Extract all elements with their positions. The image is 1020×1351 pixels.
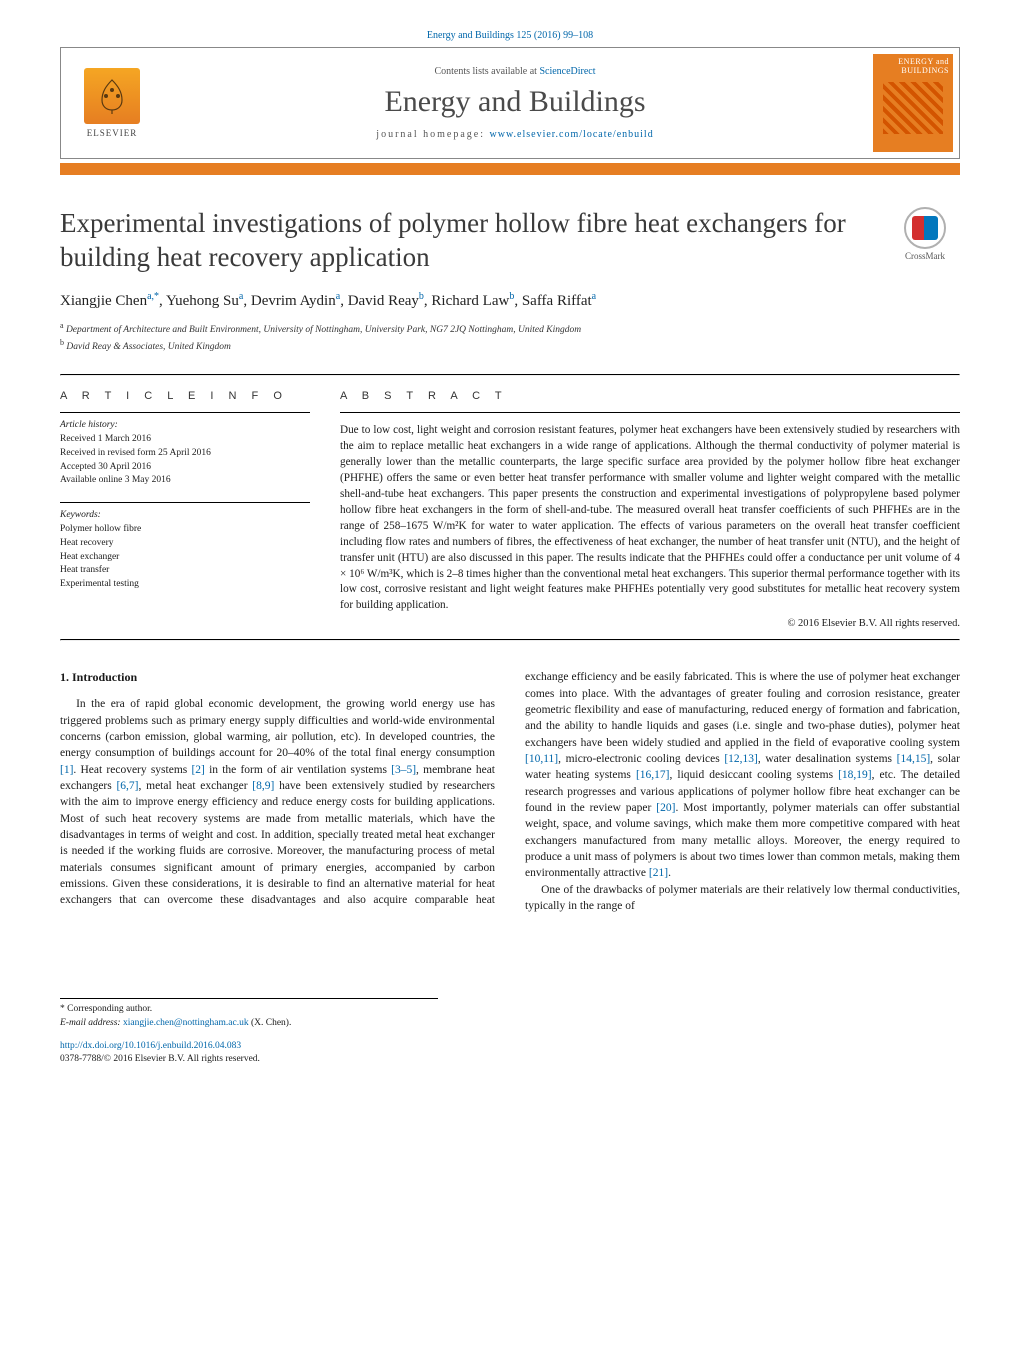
ref-12-13[interactable]: [12,13] — [724, 753, 758, 765]
header-box: ELSEVIER Contents lists available at Sci… — [60, 47, 960, 159]
affiliations: a Department of Architecture and Built E… — [60, 320, 960, 355]
history-label: Article history: — [60, 419, 310, 433]
homepage-link[interactable]: www.elsevier.com/locate/enbuild — [490, 129, 654, 140]
t: , liquid desiccant cooling systems — [669, 769, 838, 781]
sciencedirect-link[interactable]: ScienceDirect — [539, 66, 595, 77]
history-revised: Received in revised form 25 April 2016 — [60, 447, 310, 461]
affiliation-a-text: Department of Architecture and Built Env… — [66, 325, 581, 335]
article-history: Article history: Received 1 March 2016 R… — [60, 412, 310, 488]
ref-3-5[interactable]: [3–5] — [391, 764, 416, 776]
ref-8-9[interactable]: [8,9] — [252, 780, 274, 792]
citation-link[interactable]: Energy and Buildings 125 (2016) 99–108 — [427, 30, 593, 41]
issn-line: 0378-7788/© 2016 Elsevier B.V. All right… — [60, 1054, 260, 1064]
abstract-heading: A B S T R A C T — [340, 390, 960, 402]
elsevier-tree-icon — [84, 68, 140, 124]
intro-p3: One of the drawbacks of polymer material… — [525, 882, 960, 915]
journal-cover: ENERGY and BUILDINGS — [873, 54, 953, 152]
publisher-logo: ELSEVIER — [61, 48, 163, 158]
t: In the era of rapid global economic deve… — [60, 698, 495, 759]
header-citation: Energy and Buildings 125 (2016) 99–108 — [60, 30, 960, 41]
homepage-prefix: journal homepage: — [376, 129, 489, 140]
t: , metal heat exchanger — [139, 780, 253, 792]
keyword-2: Heat exchanger — [60, 551, 310, 565]
email-suffix: (X. Chen). — [249, 1018, 292, 1028]
t: . — [668, 867, 671, 879]
intro-p1: In the era of rapid global economic deve… — [60, 669, 960, 914]
affiliation-a: a Department of Architecture and Built E… — [60, 320, 960, 337]
t: . Heat recovery systems — [73, 764, 191, 776]
affiliation-b-text: David Reay & Associates, United Kingdom — [66, 342, 230, 352]
title-row: Experimental investigations of polymer h… — [60, 207, 960, 291]
ref-10-11[interactable]: [10,11] — [525, 753, 558, 765]
ref-6-7[interactable]: [6,7] — [116, 780, 138, 792]
contents-line: Contents lists available at ScienceDirec… — [434, 66, 595, 77]
accent-bar — [60, 163, 960, 175]
crossmark-label: CrossMark — [905, 251, 945, 261]
rule-mid — [60, 639, 960, 641]
homepage-line: journal homepage: www.elsevier.com/locat… — [376, 129, 653, 140]
header-center: Contents lists available at ScienceDirec… — [163, 48, 867, 158]
cover-title: ENERGY and BUILDINGS — [877, 58, 949, 76]
keyword-0: Polymer hollow fibre — [60, 523, 310, 537]
info-row: A R T I C L E I N F O Article history: R… — [60, 376, 960, 629]
t: in the form of air ventilation systems — [205, 764, 391, 776]
authors: Xiangjie Chena,*, Yuehong Sua, Devrim Ay… — [60, 291, 960, 310]
body-columns: 1. Introduction In the era of rapid glob… — [60, 669, 960, 914]
publisher-name: ELSEVIER — [87, 128, 138, 138]
affiliation-b: b David Reay & Associates, United Kingdo… — [60, 337, 960, 354]
cover-image-icon — [883, 82, 943, 134]
ref-20[interactable]: [20] — [656, 802, 675, 814]
copyright: © 2016 Elsevier B.V. All rights reserved… — [340, 618, 960, 629]
keywords-label: Keywords: — [60, 509, 310, 523]
ref-14-15[interactable]: [14,15] — [897, 753, 931, 765]
email-line: E-mail address: xiangjie.chen@nottingham… — [60, 1017, 438, 1030]
keyword-3: Heat transfer — [60, 564, 310, 578]
email-label: E-mail address: — [60, 1018, 123, 1028]
journal-name: Energy and Buildings — [384, 85, 645, 119]
history-accepted: Accepted 30 April 2016 — [60, 461, 310, 475]
ref-16-17[interactable]: [16,17] — [636, 769, 670, 781]
doi-block: http://dx.doi.org/10.1016/j.enbuild.2016… — [60, 1040, 960, 1067]
corresponding-author: * Corresponding author. — [60, 1003, 438, 1016]
t: have been extensively studied by researc… — [60, 780, 495, 890]
page: Energy and Buildings 125 (2016) 99–108 E… — [0, 0, 1020, 1106]
crossmark-badge[interactable]: CrossMark — [890, 207, 960, 261]
ref-21[interactable]: [21] — [649, 867, 668, 879]
ref-1[interactable]: [1] — [60, 764, 73, 776]
t: , micro-electronic cooling devices — [558, 753, 724, 765]
email-link[interactable]: xiangjie.chen@nottingham.ac.uk — [123, 1018, 249, 1028]
article-info-heading: A R T I C L E I N F O — [60, 390, 310, 402]
abstract-col: A B S T R A C T Due to low cost, light w… — [340, 376, 960, 629]
article-info-col: A R T I C L E I N F O Article history: R… — [60, 376, 310, 629]
intro-heading: 1. Introduction — [60, 669, 495, 686]
ref-2[interactable]: [2] — [191, 764, 204, 776]
article-title: Experimental investigations of polymer h… — [60, 207, 870, 275]
crossmark-icon — [904, 207, 946, 249]
keyword-1: Heat recovery — [60, 537, 310, 551]
keyword-4: Experimental testing — [60, 578, 310, 592]
keywords-block: Keywords: Polymer hollow fibre Heat reco… — [60, 502, 310, 592]
doi-link[interactable]: http://dx.doi.org/10.1016/j.enbuild.2016… — [60, 1041, 241, 1051]
history-online: Available online 3 May 2016 — [60, 474, 310, 488]
contents-prefix: Contents lists available at — [434, 66, 539, 77]
t: , water desalination systems — [758, 753, 897, 765]
abstract-text: Due to low cost, light weight and corros… — [340, 412, 960, 614]
history-received: Received 1 March 2016 — [60, 433, 310, 447]
ref-18-19[interactable]: [18,19] — [838, 769, 872, 781]
footnotes: * Corresponding author. E-mail address: … — [60, 998, 438, 1030]
